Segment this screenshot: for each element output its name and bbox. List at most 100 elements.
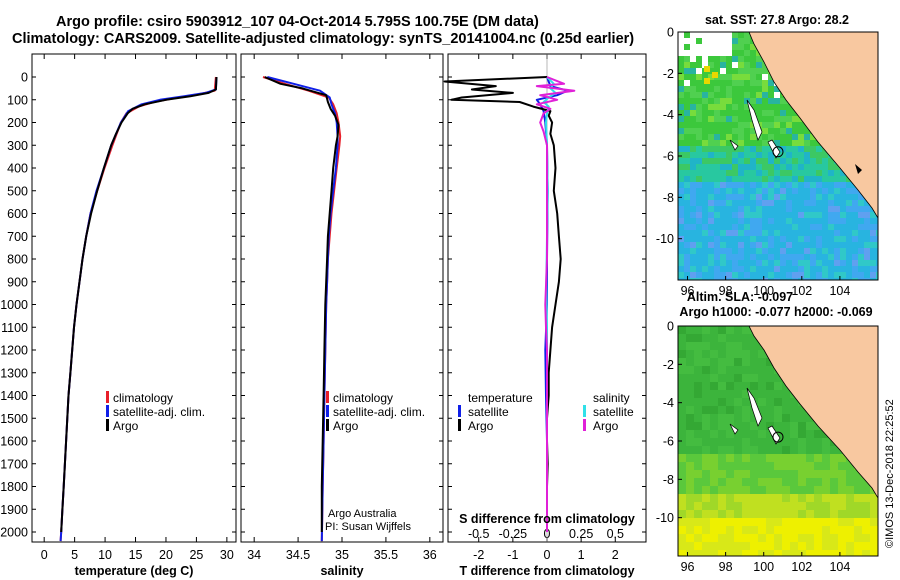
sst-cell: [714, 230, 720, 236]
map-y-tick-label: -4: [663, 396, 674, 410]
legend-swatch-climatology: [326, 391, 329, 403]
sst-cell: [702, 206, 708, 212]
sst-cell: [786, 164, 792, 170]
sst-cell: [708, 188, 714, 194]
sst-cell: [708, 230, 714, 236]
sst-cell: [690, 140, 696, 146]
sst-cell: [798, 152, 804, 158]
sst-cell: [810, 158, 816, 164]
sla-cell: [822, 502, 830, 510]
sla-cell: [766, 446, 774, 454]
sst-cell: [690, 176, 696, 182]
sla-cell: [782, 430, 790, 438]
sst-cell: [696, 188, 702, 194]
sst-cell: [732, 260, 738, 266]
sst-cell: [684, 182, 690, 188]
x-tick-label: 0: [544, 548, 551, 562]
sst-cell: [684, 74, 690, 80]
sst-cell: [708, 74, 714, 80]
sst-cell: [834, 272, 840, 278]
sst-cell: [792, 146, 798, 152]
sst-cell: [738, 230, 744, 236]
legend-label-sal-argo: Argo: [593, 419, 619, 433]
sla-cell: [726, 342, 734, 350]
sst-cell: [768, 242, 774, 248]
sst-cell: [840, 200, 846, 206]
sst-cell: [732, 140, 738, 146]
sla-cell: [814, 486, 822, 494]
legend-label-sal-satellite: satellite: [593, 405, 634, 419]
sla-cell: [750, 502, 758, 510]
sst-cell: [786, 134, 792, 140]
sst-cell: [792, 182, 798, 188]
sst-cell: [816, 248, 822, 254]
sst-cell: [744, 56, 750, 62]
sst-cell: [792, 272, 798, 278]
sla-cell: [766, 462, 774, 470]
sst-cell: [714, 146, 720, 152]
sla-cell: [686, 350, 694, 358]
sst-cell: [684, 254, 690, 260]
sst-cell: [810, 206, 816, 212]
sst-cell: [804, 164, 810, 170]
sst-cell: [762, 176, 768, 182]
sst-cell: [690, 164, 696, 170]
sla-cell: [726, 542, 734, 550]
sst-cell: [762, 164, 768, 170]
sst-cell: [738, 212, 744, 218]
sst-cell: [744, 230, 750, 236]
x-tick-label: 10: [98, 548, 112, 562]
sst-cell: [768, 116, 774, 122]
sla-cell: [846, 550, 854, 556]
sst-cell: [690, 92, 696, 98]
sst-cell: [816, 158, 822, 164]
sla-cell: [718, 478, 726, 486]
sst-cell: [798, 248, 804, 254]
sst-cell: [738, 164, 744, 170]
sst-cell: [738, 206, 744, 212]
sst-cell: [804, 194, 810, 200]
sst-warm-cell: [712, 72, 718, 78]
sla-cell: [694, 550, 702, 556]
sla-cell: [814, 518, 822, 526]
sla-cell: [766, 398, 774, 406]
sst-cell: [702, 152, 708, 158]
sla-cell: [686, 374, 694, 382]
sst-cell: [738, 140, 744, 146]
sst-cell: [768, 206, 774, 212]
sla-cell: [854, 534, 862, 542]
sst-cell: [804, 170, 810, 176]
sst-cell: [762, 278, 768, 280]
sst-cell: [864, 200, 870, 206]
sla-cell: [694, 326, 702, 334]
sst-cell: [714, 80, 720, 86]
sla-cell: [742, 518, 750, 526]
sst-cell: [762, 170, 768, 176]
sst-cell: [678, 86, 684, 92]
sst-cell: [762, 74, 768, 80]
sst-cell: [768, 188, 774, 194]
sst-cell: [780, 170, 786, 176]
sst-cell: [744, 134, 750, 140]
sst-cell: [768, 218, 774, 224]
sla-cell: [758, 398, 766, 406]
sst-cell: [750, 260, 756, 266]
sst-cell: [708, 140, 714, 146]
legend-heading-salinity: salinity: [593, 391, 630, 405]
sst-cell: [702, 62, 708, 68]
sst-cell: [744, 188, 750, 194]
sla-cell: [742, 398, 750, 406]
sst-cell: [684, 152, 690, 158]
sst-cell: [834, 182, 840, 188]
sst-cell: [696, 86, 702, 92]
sst-cell: [834, 254, 840, 260]
sla-cell: [702, 438, 710, 446]
sst-cell: [876, 242, 878, 248]
sla-cell: [862, 486, 870, 494]
sst-cell: [684, 224, 690, 230]
x-tick-label: 34: [247, 548, 261, 562]
sst-cell: [684, 98, 690, 104]
sst-cell: [864, 254, 870, 260]
map-x-tick-label: 96: [681, 284, 695, 298]
sst-cell: [744, 38, 750, 44]
